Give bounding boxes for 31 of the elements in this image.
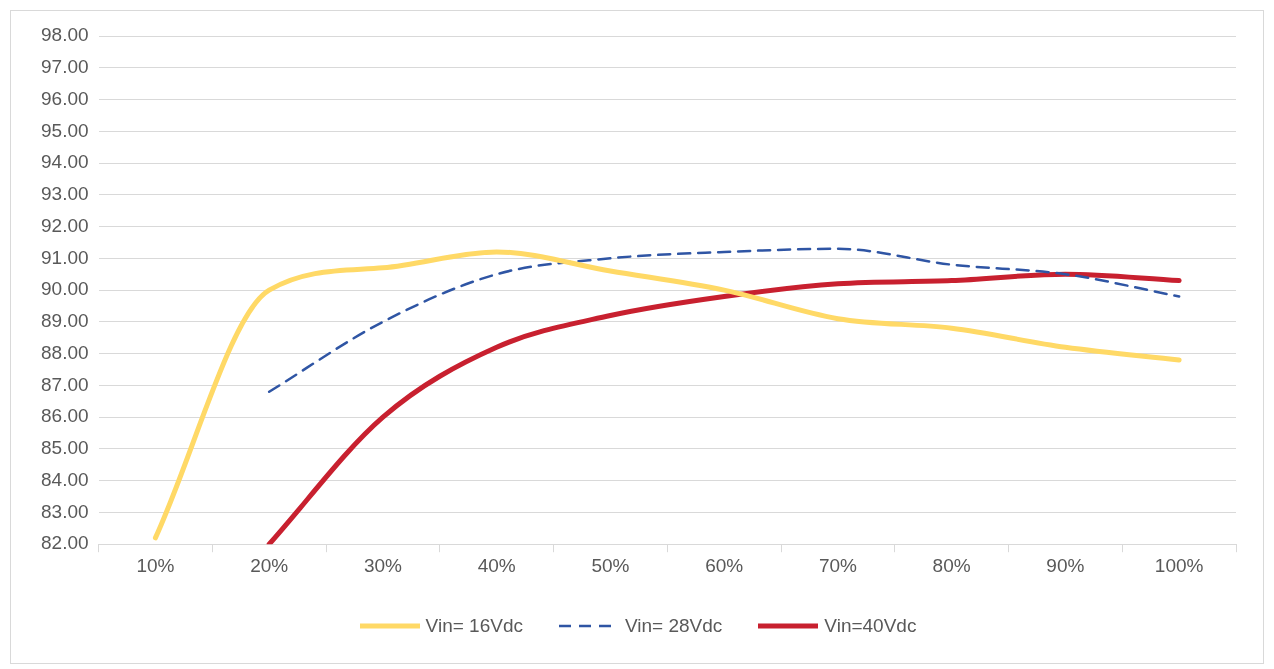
- y-tick-label: 91.00: [41, 246, 89, 268]
- legend-label: Vin=40Vdc: [824, 615, 917, 637]
- x-tick-label: 40%: [477, 554, 516, 576]
- line-series: [267, 247, 1181, 393]
- y-tick-label: 86.00: [41, 405, 89, 427]
- x-tick-label: 10%: [136, 554, 175, 576]
- y-tick-label: 96.00: [41, 87, 89, 109]
- x-tick-label: 20%: [250, 554, 289, 576]
- x-tick-label: 30%: [363, 554, 403, 576]
- y-tick-label: 89.00: [41, 310, 89, 332]
- x-tick-label: 90%: [1046, 554, 1085, 576]
- y-tick-label: 98.00: [41, 24, 89, 46]
- legend-label: Vin= 28Vdc: [624, 615, 723, 637]
- y-tick-label: 87.00: [41, 373, 89, 395]
- legend-label: Vin= 16Vdc: [425, 615, 523, 637]
- y-tick-label: 85.00: [41, 437, 89, 459]
- y-tick-label: 83.00: [41, 500, 89, 522]
- y-tick-label: 92.00: [41, 214, 89, 236]
- y-tick-label: 82.00: [41, 532, 89, 554]
- x-tick-label: 100%: [1154, 554, 1204, 576]
- y-tick-label: 88.00: [41, 341, 89, 363]
- x-tick-label: 50%: [591, 554, 630, 576]
- y-tick-label: 90.00: [41, 278, 89, 300]
- x-tick-label: 80%: [932, 554, 971, 576]
- y-tick-label: 95.00: [41, 119, 89, 141]
- y-tick-label: 94.00: [41, 151, 89, 173]
- y-tick-label: 97.00: [41, 56, 89, 77]
- y-tick-label: 93.00: [41, 183, 89, 205]
- x-tick-label: 60%: [705, 554, 744, 576]
- x-tick-label: 70%: [818, 554, 858, 576]
- y-tick-label: 84.00: [41, 468, 89, 490]
